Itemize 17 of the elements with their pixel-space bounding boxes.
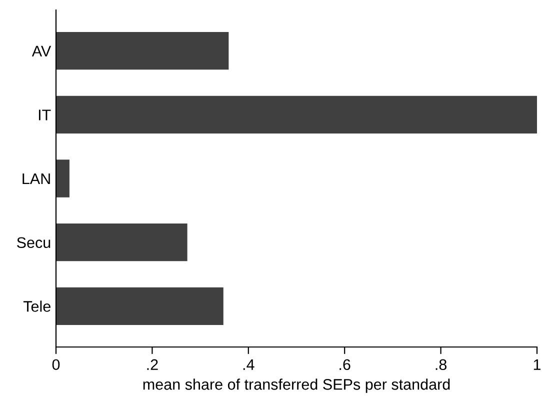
x-tick-label: 1	[534, 359, 541, 370]
y-tick-label: LAN	[22, 174, 50, 184]
bar	[56, 32, 229, 70]
x-tick-label: .4	[243, 359, 254, 370]
y-tick-label: Tele	[23, 300, 50, 312]
x-tick-label: .6	[340, 359, 350, 370]
bar	[56, 160, 70, 198]
bar	[56, 96, 537, 134]
y-tick-label: Secu	[17, 237, 50, 248]
x-tick-label: 0	[52, 359, 60, 370]
bar	[56, 223, 188, 262]
bar	[56, 287, 224, 325]
y-tick-label: AV	[32, 46, 52, 56]
y-tick-label: IT	[38, 110, 51, 120]
x-tick-label: .2	[147, 359, 158, 370]
x-axis-title: mean share of transferred SEPs per standard	[143, 378, 450, 393]
x-tick-label: .8	[436, 359, 447, 370]
